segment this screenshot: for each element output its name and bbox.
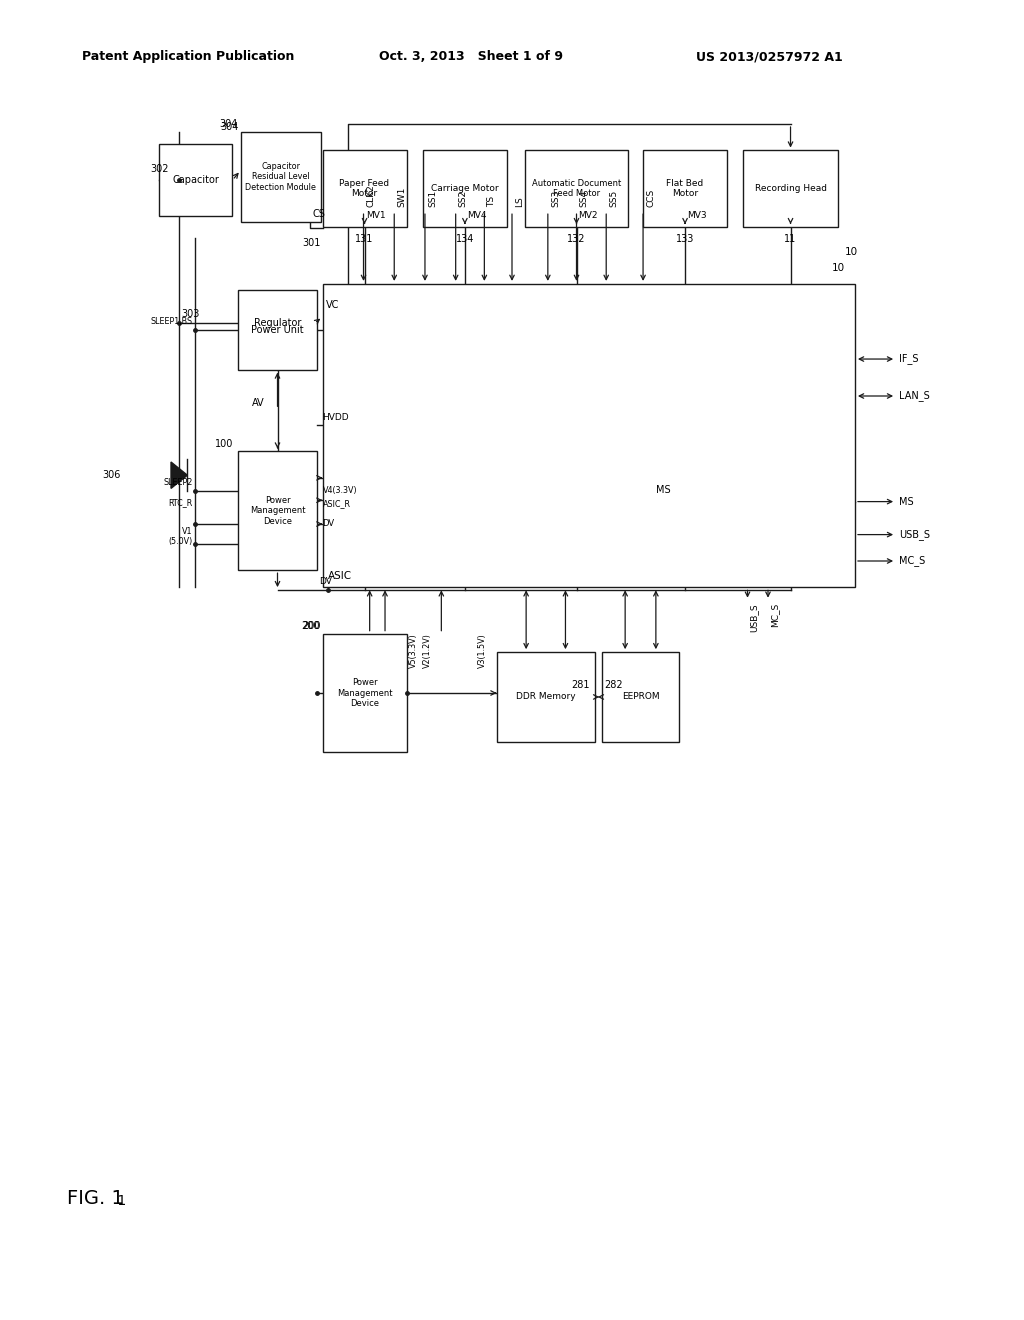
Text: 303: 303 [181,309,200,319]
Text: Automatic Document
Feed Motor: Automatic Document Feed Motor [531,180,622,198]
Text: CLK2: CLK2 [367,185,376,207]
Text: 131: 131 [355,234,374,244]
Text: FIG. 1: FIG. 1 [67,1189,124,1208]
Text: V5(3.3V): V5(3.3V) [409,634,418,668]
Bar [323,284,855,587]
Text: CCS: CCS [646,189,655,207]
Text: 282: 282 [604,680,623,690]
Text: SW1: SW1 [397,187,407,207]
Text: 100: 100 [215,438,233,449]
Text: HVDD: HVDD [323,413,349,422]
Text: Flat Bed
Motor: Flat Bed Motor [667,180,703,198]
Text: USB_S: USB_S [899,529,930,540]
Bar [602,652,679,742]
Text: DV: DV [319,577,333,586]
Text: V3(1.5V): V3(1.5V) [478,634,487,668]
Text: RTC_R: RTC_R [168,498,193,507]
Text: V4(3.3V): V4(3.3V) [323,486,357,495]
Text: SS5: SS5 [609,190,618,207]
Text: 306: 306 [102,470,121,480]
Text: 11: 11 [784,234,797,244]
Text: 134: 134 [456,234,474,244]
Text: SS3: SS3 [551,190,560,207]
Text: ASIC: ASIC [328,570,352,581]
Text: V2(1.2V): V2(1.2V) [423,634,432,668]
Bar [241,132,321,222]
Bar [323,634,407,752]
Text: 132: 132 [567,234,586,244]
Text: 200: 200 [301,620,319,631]
Text: EEPROM: EEPROM [622,693,659,701]
Text: 301: 301 [302,238,321,248]
Text: 281: 281 [571,680,590,690]
Text: MS: MS [656,484,671,495]
Text: DDR Memory: DDR Memory [516,693,575,701]
Text: 1: 1 [113,1193,126,1208]
Text: V1
(5.0V): V1 (5.0V) [168,527,193,546]
Text: Power
Management
Device: Power Management Device [337,678,392,708]
Bar [238,290,317,370]
Text: 304: 304 [220,121,239,132]
Text: MS: MS [899,496,913,507]
Text: SLEEP1,BS: SLEEP1,BS [151,317,193,326]
Text: 10: 10 [845,247,858,257]
Bar [643,150,727,227]
Bar [159,144,232,216]
Text: SS4: SS4 [580,190,589,207]
Bar [423,150,507,227]
Text: MV2: MV2 [579,211,598,220]
Text: Carriage Motor: Carriage Motor [431,185,499,193]
Text: Recording Head: Recording Head [755,185,826,193]
Bar [497,652,595,742]
Text: Capacitor
Residual Level
Detection Module: Capacitor Residual Level Detection Modul… [245,162,316,191]
Text: SLEEP2: SLEEP2 [163,478,193,487]
Text: TS: TS [487,197,497,207]
Text: Oct. 3, 2013   Sheet 1 of 9: Oct. 3, 2013 Sheet 1 of 9 [379,50,563,63]
Text: Power
Management
Device: Power Management Device [250,496,305,525]
Text: CS: CS [312,209,326,219]
Text: LAN_S: LAN_S [899,391,930,401]
Bar [238,451,317,570]
Bar [241,296,314,351]
Text: MC_S: MC_S [899,556,926,566]
Text: 304: 304 [219,119,238,129]
Text: AV: AV [252,397,264,408]
Text: MV1: MV1 [367,211,386,220]
Bar [323,150,407,227]
Text: DV: DV [323,519,335,528]
Text: MV4: MV4 [467,211,486,220]
Text: SS1: SS1 [428,190,437,207]
Text: USB_S: USB_S [750,603,759,632]
Text: Paper Feed
Motor: Paper Feed Motor [340,180,389,198]
Text: IF_S: IF_S [899,354,919,364]
Text: 10: 10 [831,263,845,273]
Text: 302: 302 [151,164,169,174]
Text: SS2: SS2 [459,190,468,207]
Text: Patent Application Publication: Patent Application Publication [82,50,294,63]
Text: Capacitor: Capacitor [172,176,219,185]
Bar [525,150,628,227]
Text: Power Unit: Power Unit [251,325,304,335]
Polygon shape [171,462,187,488]
Text: 133: 133 [676,234,694,244]
Text: ASIC_R: ASIC_R [323,499,350,508]
Text: Regulator: Regulator [254,318,301,329]
Text: US 2013/0257972 A1: US 2013/0257972 A1 [696,50,843,63]
Text: 200: 200 [302,620,321,631]
Text: MC_S: MC_S [770,603,779,627]
Text: VC: VC [326,300,339,310]
Text: LS: LS [515,197,524,207]
Bar [743,150,838,227]
Text: MV3: MV3 [687,211,707,220]
